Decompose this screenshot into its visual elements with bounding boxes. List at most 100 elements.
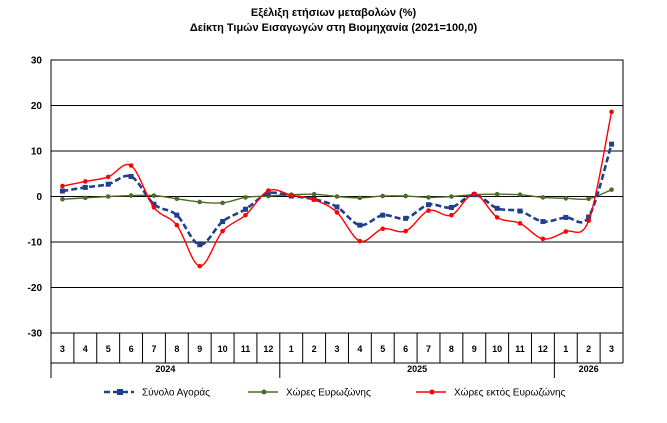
data-point-total-market — [563, 214, 569, 220]
legend-label-eurozone: Χώρες Ευρωζώνης — [286, 387, 371, 399]
legend-marker-non-eurozone — [429, 389, 435, 395]
legend-item-total-market: Σύνολο Αγοράς — [104, 387, 210, 399]
data-point-total-market — [174, 212, 180, 218]
data-point-non-eurozone — [380, 226, 386, 232]
data-point-non-eurozone — [197, 263, 203, 269]
data-point-non-eurozone — [403, 228, 408, 234]
x-tick-label: 8 — [174, 344, 179, 354]
data-point-total-market — [105, 181, 111, 187]
x-year-label: 2025 — [407, 364, 427, 374]
legend-marker-total-market — [117, 389, 123, 395]
data-point-non-eurozone — [311, 197, 317, 202]
data-point-non-eurozone — [517, 221, 523, 226]
series-group — [59, 109, 615, 269]
series-non-eurozone — [60, 109, 614, 269]
x-tick-label: 2 — [312, 344, 317, 354]
x-tick-label: 5 — [106, 344, 111, 354]
data-point-non-eurozone — [128, 163, 134, 168]
data-point-non-eurozone — [563, 229, 569, 234]
series-line-non-eurozone — [62, 111, 613, 267]
y-tick-label: -20 — [28, 283, 43, 294]
x-tick-label: 2 — [586, 344, 591, 354]
legend-item-eurozone: Χώρες Ευρωζώνης — [248, 387, 371, 399]
data-point-eurozone — [449, 194, 454, 199]
data-point-total-market — [82, 184, 88, 190]
data-point-non-eurozone — [151, 205, 157, 210]
data-point-total-market — [586, 214, 592, 220]
data-point-total-market — [334, 204, 340, 210]
data-point-non-eurozone — [243, 212, 248, 218]
data-point-total-market — [128, 173, 134, 179]
legend-marker-eurozone — [261, 389, 267, 395]
x-tick-label: 3 — [60, 344, 65, 354]
x-tick-label: 10 — [218, 344, 228, 354]
x-tick-label: 6 — [129, 344, 134, 354]
data-point-eurozone — [128, 193, 134, 198]
data-point-total-market — [448, 204, 454, 210]
data-point-non-eurozone — [83, 179, 88, 184]
data-point-total-market — [151, 201, 157, 207]
data-point-total-market — [220, 219, 226, 225]
x-tick-label: 7 — [151, 344, 156, 354]
y-tick-label: 0 — [36, 192, 42, 203]
y-tick-label: 10 — [31, 147, 43, 158]
data-point-non-eurozone — [334, 210, 340, 215]
legend-item-non-eurozone: Χώρες εκτός Ευρωζώνης — [416, 387, 566, 399]
data-point-total-market — [59, 188, 65, 194]
x-tick-label: 11 — [515, 344, 525, 354]
data-point-eurozone — [494, 191, 500, 197]
x-tick-label: 8 — [449, 344, 454, 354]
x-tick-label: 1 — [289, 344, 294, 354]
chart-title-line2: Δείκτη Τιμών Εισαγωγών στη Βιομηχανία (2… — [189, 22, 478, 34]
x-tick-label: 12 — [538, 344, 548, 354]
x-tick-label: 4 — [357, 344, 362, 354]
data-point-eurozone — [105, 194, 111, 199]
data-point-non-eurozone — [449, 212, 454, 218]
x-tick-label: 5 — [380, 344, 385, 354]
x-tick-label: 9 — [197, 344, 202, 354]
x-tick-label: 7 — [426, 344, 431, 354]
data-point-eurozone — [380, 193, 386, 199]
data-point-eurozone — [586, 196, 591, 202]
data-point-total-market — [403, 215, 409, 221]
data-point-eurozone — [60, 196, 65, 202]
data-point-total-market — [494, 205, 500, 211]
data-point-non-eurozone — [288, 192, 294, 198]
x-year-label: 2024 — [155, 364, 175, 374]
data-point-non-eurozone — [609, 109, 614, 115]
y-tick-label: -10 — [28, 238, 43, 249]
data-point-total-market — [265, 190, 271, 196]
data-point-eurozone — [426, 195, 431, 200]
data-point-total-market — [517, 208, 523, 214]
data-point-non-eurozone — [60, 183, 65, 189]
data-point-non-eurozone — [426, 208, 431, 213]
data-point-total-market — [540, 219, 546, 225]
data-point-eurozone — [311, 191, 317, 197]
data-point-non-eurozone — [220, 228, 225, 234]
data-point-total-market — [357, 222, 363, 228]
legend-label-non-eurozone: Χώρες εκτός Ευρωζώνης — [454, 387, 566, 399]
x-tick-label: 6 — [403, 344, 408, 354]
data-point-eurozone — [83, 195, 88, 201]
legend: Σύνολο Αγοράς Χώρες Ευρωζώνης Χώρες εκτός … — [104, 387, 566, 399]
legend-label-total-market: Σύνολο Αγοράς — [142, 387, 210, 399]
chart-title-line1: Εξέλιξη ετήσιων μεταβολών (%) — [250, 7, 417, 19]
x-tick-label: 10 — [492, 344, 502, 354]
data-point-total-market — [426, 202, 432, 208]
data-point-non-eurozone — [357, 238, 363, 244]
data-point-non-eurozone — [494, 215, 500, 220]
data-point-eurozone — [151, 193, 157, 198]
x-tick-label: 3 — [334, 344, 339, 354]
data-point-eurozone — [334, 194, 340, 199]
x-tick-label: 9 — [472, 344, 477, 354]
y-tick-label: 20 — [31, 101, 43, 112]
y-tick-label: 30 — [31, 56, 43, 67]
x-tick-label: 4 — [83, 344, 88, 354]
data-point-non-eurozone — [174, 222, 180, 228]
x-tick-label: 3 — [609, 344, 614, 354]
data-point-total-market — [197, 242, 203, 248]
x-tick-label: 12 — [263, 344, 273, 354]
data-point-eurozone — [243, 195, 248, 200]
data-point-non-eurozone — [105, 174, 111, 180]
